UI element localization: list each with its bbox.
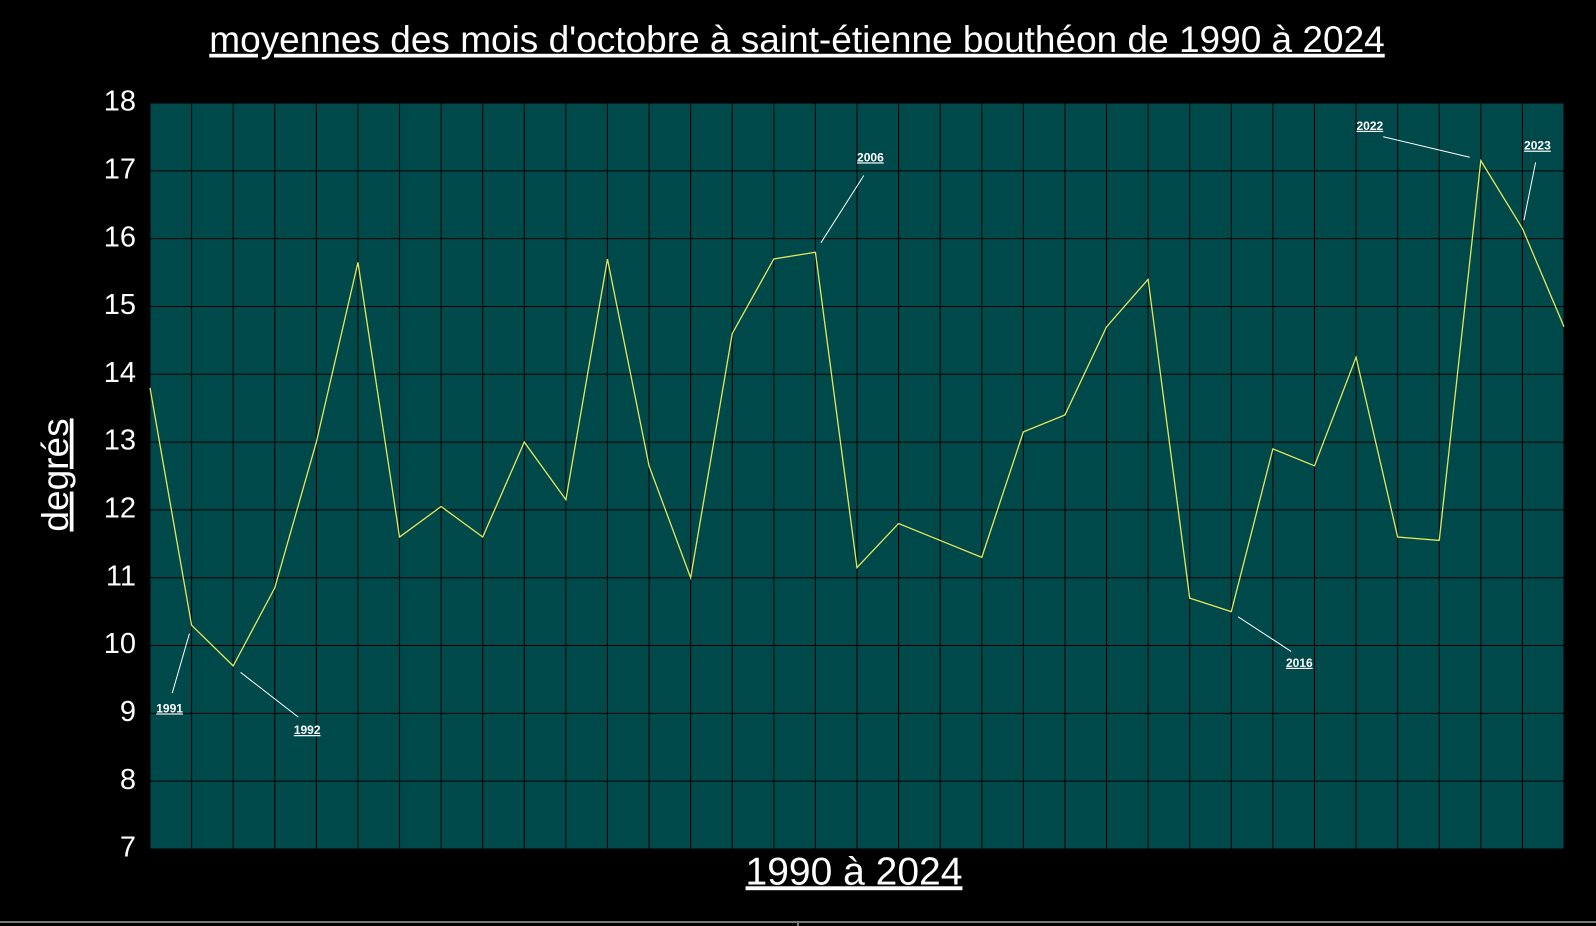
data-line <box>149 158 1565 667</box>
annotation-leader <box>820 175 865 244</box>
chart-title: moyennes des mois d'octobre à saint-étie… <box>209 19 1384 60</box>
y-tick-label: 8 <box>120 764 136 796</box>
x-axis-label: 1990 à 2024 <box>746 850 963 893</box>
y-tick-label: 17 <box>104 153 136 185</box>
annotation-label: 2022 <box>1356 119 1383 133</box>
annotation-leader <box>240 671 299 718</box>
annotation-label: 1992 <box>294 723 321 737</box>
y-tick-label: 16 <box>104 221 136 253</box>
annotation-label: 1991 <box>156 701 183 715</box>
annotation-label: 2016 <box>1286 656 1313 670</box>
annotation-leader <box>1523 162 1537 221</box>
y-tick-label: 10 <box>104 628 136 660</box>
y-tick-label: 14 <box>104 357 136 389</box>
annotation-leader <box>171 633 190 694</box>
y-tick-label: 18 <box>104 86 136 118</box>
y-tick-label: 11 <box>106 560 136 592</box>
y-tick-label: 12 <box>104 493 136 525</box>
annotation-leader <box>1383 136 1470 158</box>
y-axis-label: degrés <box>35 418 76 531</box>
y-tick-label: 13 <box>104 425 136 457</box>
annotation-label: 2023 <box>1524 139 1551 153</box>
y-tick-label: 9 <box>120 696 136 728</box>
annotation-label: 2006 <box>857 150 884 164</box>
y-tick-label: 15 <box>104 289 136 321</box>
y-tick-label: 7 <box>120 832 136 864</box>
annotation-leader <box>1237 616 1292 652</box>
